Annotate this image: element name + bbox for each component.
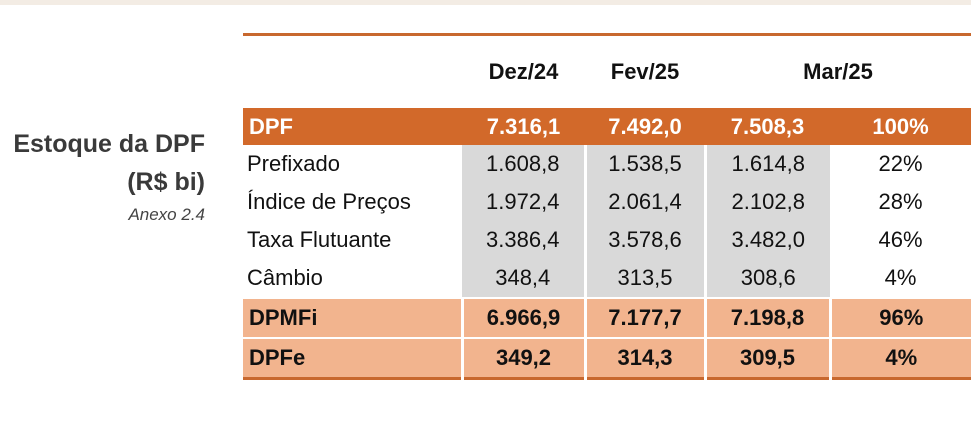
cell: 7.492,0 <box>585 108 705 145</box>
row-label: DPFe <box>243 337 464 379</box>
table-header: Dez/24 Fev/25 Mar/25 <box>243 35 971 109</box>
column-header: Mar/25 <box>803 59 873 84</box>
table-row: Câmbio 348,4 313,5 308,6 4% <box>243 259 971 298</box>
cell: 46% <box>878 227 923 252</box>
cell: 4% <box>884 265 917 290</box>
cell: 1.538,5 <box>585 145 707 183</box>
header-cell <box>243 35 462 109</box>
cell: 314,3 <box>585 337 707 379</box>
cell: 313,5 <box>585 259 707 298</box>
table-row: Prefixado 1.608,8 1.538,5 1.614,8 22% <box>243 145 971 183</box>
table-row: DPF 7.316,1 7.492,0 7.508,3 100% <box>243 108 971 145</box>
cell: 348,4 <box>462 259 587 298</box>
cell: 7.177,7 <box>585 297 707 338</box>
cell: 3.386,4 <box>462 221 587 259</box>
row-label: DPMFi <box>243 297 464 338</box>
row-label: Índice de Preços <box>247 189 411 214</box>
cell: 2.061,4 <box>585 183 707 221</box>
debt-table: Dez/24 Fev/25 Mar/25 DPF 7.316,1 7.492,0 7.… <box>243 33 971 380</box>
cell: 308,6 <box>705 259 830 298</box>
cell: 1.972,4 <box>462 183 587 221</box>
title: Estoque da DPF <box>13 130 205 158</box>
cell: 3.482,0 <box>705 221 830 259</box>
cell: 2.102,8 <box>705 183 830 221</box>
table-row: DPFe 349,2 314,3 309,5 4% <box>243 337 971 379</box>
top-strip <box>0 0 971 5</box>
cell: 3.578,6 <box>585 221 707 259</box>
cell: 100% <box>830 108 971 145</box>
cell: 28% <box>878 189 923 214</box>
cell: 4% <box>830 337 971 379</box>
row-label: Taxa Flutuante <box>247 227 392 252</box>
cell: 1.608,8 <box>462 145 587 183</box>
row-label: Prefixado <box>247 151 340 176</box>
cell: 96% <box>830 297 971 338</box>
cell: 7.198,8 <box>705 297 832 338</box>
annex: Anexo 2.4 <box>128 205 205 224</box>
cell: 7.508,3 <box>705 108 830 145</box>
table-row: Taxa Flutuante 3.386,4 3.578,6 3.482,0 46% <box>243 221 971 259</box>
unit: (R$ bi) <box>127 168 205 196</box>
column-header: Fev/25 <box>610 59 680 84</box>
column-header: Dez/24 <box>488 59 559 84</box>
cell: 22% <box>878 151 923 176</box>
cell: 6.966,9 <box>462 297 587 338</box>
cell: 7.316,1 <box>462 108 585 145</box>
cell: 1.614,8 <box>705 145 830 183</box>
table-body: DPF 7.316,1 7.492,0 7.508,3 100% Prefixado 1.6… <box>243 108 971 379</box>
cell: 349,2 <box>462 337 587 379</box>
table-row: Índice de Preços 1.972,4 2.061,4 2.102,8 28% <box>243 183 971 221</box>
table-row: DPMFi 6.966,9 7.177,7 7.198,8 96% <box>243 297 971 338</box>
cell: 309,5 <box>705 337 832 379</box>
row-label: DPF <box>243 108 462 145</box>
header-row: Dez/24 Fev/25 Mar/25 <box>243 35 971 109</box>
row-label: Câmbio <box>247 265 323 290</box>
